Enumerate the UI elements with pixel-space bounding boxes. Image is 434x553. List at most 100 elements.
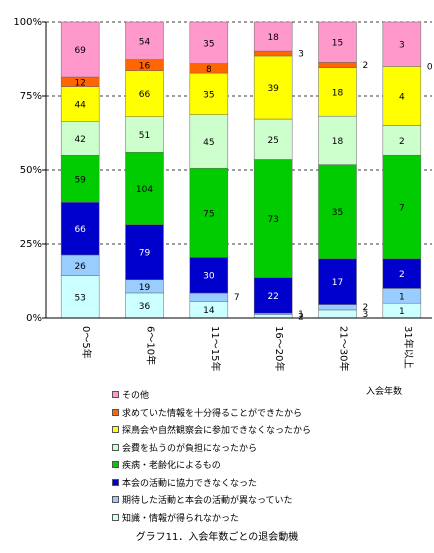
data-label: 2 — [363, 61, 369, 71]
legend-label: 本会の活動に協力できなくなった — [122, 478, 258, 489]
y-tick-label: 75% — [20, 91, 42, 102]
data-label: 1 — [399, 307, 405, 317]
x-tick-label: 16〜20年 — [273, 326, 286, 371]
bar-segment — [60, 154, 100, 203]
data-label: 3 — [298, 50, 304, 60]
data-label: 14 — [203, 306, 215, 316]
bar-segment — [382, 125, 422, 156]
data-label: 7 — [399, 204, 405, 214]
legend-swatch — [112, 478, 119, 486]
bar-segment — [318, 67, 357, 117]
data-label: 1 — [298, 310, 304, 320]
bar-segment — [189, 292, 229, 302]
data-label: 8 — [206, 65, 212, 75]
bar-segment — [125, 151, 164, 225]
x-tick-label: 11〜15年 — [209, 326, 222, 371]
data-label: 3 — [399, 41, 405, 51]
data-label: 2 — [399, 270, 405, 280]
data-label: 2 — [399, 137, 405, 147]
bar-segment — [125, 70, 164, 117]
legend-label: その他 — [122, 391, 150, 402]
bar-segment — [318, 115, 357, 165]
data-label: 45 — [203, 138, 214, 148]
data-label: 25 — [267, 136, 278, 146]
data-label: 42 — [74, 135, 85, 145]
bar-segment — [318, 21, 357, 63]
bar-segment — [60, 275, 100, 319]
data-label: 2 — [363, 303, 369, 313]
data-label: 35 — [203, 39, 214, 49]
data-label: 36 — [139, 302, 151, 312]
bar-segment — [253, 277, 293, 314]
data-label: 4 — [399, 93, 405, 103]
legend-item: 探鳥会や自然観察会に参加できなくなったから — [112, 421, 311, 439]
y-tick-label: 50% — [20, 165, 42, 176]
legend-swatch — [112, 426, 119, 434]
data-label: 18 — [267, 33, 279, 43]
data-label: 66 — [139, 90, 151, 100]
bar-segment — [253, 159, 293, 278]
x-tick-label: 0〜5年 — [80, 326, 93, 359]
bar-segment — [318, 304, 357, 311]
y-tick-label: 25% — [20, 239, 42, 250]
legend-item: 会費を払うのが負担になったから — [112, 439, 311, 457]
data-label: 69 — [74, 46, 86, 56]
data-label: 26 — [74, 262, 86, 272]
x-tick-label: 21〜30年 — [338, 326, 351, 371]
bar-segment — [60, 121, 100, 156]
chart-title: グラフ11．入会年数ごとの退会動機 — [135, 532, 299, 543]
data-label: 16 — [139, 62, 151, 72]
legend-label: 探鳥会や自然観察会に参加できなくなったから — [122, 426, 312, 437]
legend-label: 会費を払うのが負担になったから — [122, 443, 258, 454]
legend-label: 求めていた情報を十分得ることができたから — [122, 408, 303, 419]
bar-segment — [253, 21, 293, 52]
data-label: 39 — [267, 84, 279, 94]
legend-swatch — [112, 391, 119, 399]
legend-item: その他 — [112, 386, 311, 404]
x-axis-title: 入会年数 — [366, 387, 403, 397]
data-label: 53 — [74, 293, 85, 303]
data-label: 2 — [298, 312, 304, 322]
bar-segment — [60, 21, 100, 78]
data-label: 3 — [363, 310, 369, 320]
bar-segment — [253, 55, 293, 120]
x-tick-label: 6〜10年 — [145, 326, 158, 365]
bar-segment — [189, 21, 229, 64]
bar-segment — [60, 202, 100, 256]
legend-item: 期待した活動と本会の活動が異なっていた — [112, 491, 311, 509]
data-label: 17 — [332, 278, 343, 288]
bar-segment — [382, 66, 422, 126]
data-label: 79 — [139, 249, 151, 259]
data-label: 30 — [203, 272, 215, 282]
data-label: 104 — [136, 185, 153, 195]
data-label: 18 — [332, 137, 344, 147]
data-label: 75 — [203, 209, 214, 219]
data-label: 18 — [332, 88, 344, 98]
bar-segment — [125, 224, 164, 280]
bar-segment — [318, 258, 357, 305]
data-label: 44 — [74, 101, 86, 111]
data-label: 7 — [234, 293, 240, 303]
data-label: 51 — [139, 131, 150, 141]
y-tick-label: 100% — [13, 17, 42, 28]
bar-segment — [253, 50, 293, 57]
bar-segment — [318, 164, 357, 260]
data-label: 35 — [203, 90, 214, 100]
data-label: 59 — [74, 175, 86, 185]
legend-item: 本会の活動に協力できなくなった — [112, 474, 311, 492]
legend-label: 知識・情報が得られなかった — [122, 513, 240, 524]
bar-segment — [125, 116, 164, 153]
legend: その他求めていた情報を十分得ることができたから 探鳥会や自然観察会に参加できなくな… — [112, 386, 311, 526]
x-tick-label: 31年以上 — [402, 326, 415, 369]
bar-segment — [125, 292, 164, 319]
bar-segment — [382, 154, 422, 260]
bar-segment — [125, 21, 164, 60]
bar-segment — [189, 114, 229, 169]
data-label: 35 — [332, 208, 343, 218]
data-label: 12 — [74, 78, 85, 88]
data-label: 19 — [139, 283, 151, 293]
y-tick-label: 0% — [26, 313, 42, 324]
bar-segment — [189, 72, 229, 115]
legend-label: 疾病・老齢化によるもの — [122, 461, 221, 472]
data-label: 54 — [139, 37, 151, 47]
